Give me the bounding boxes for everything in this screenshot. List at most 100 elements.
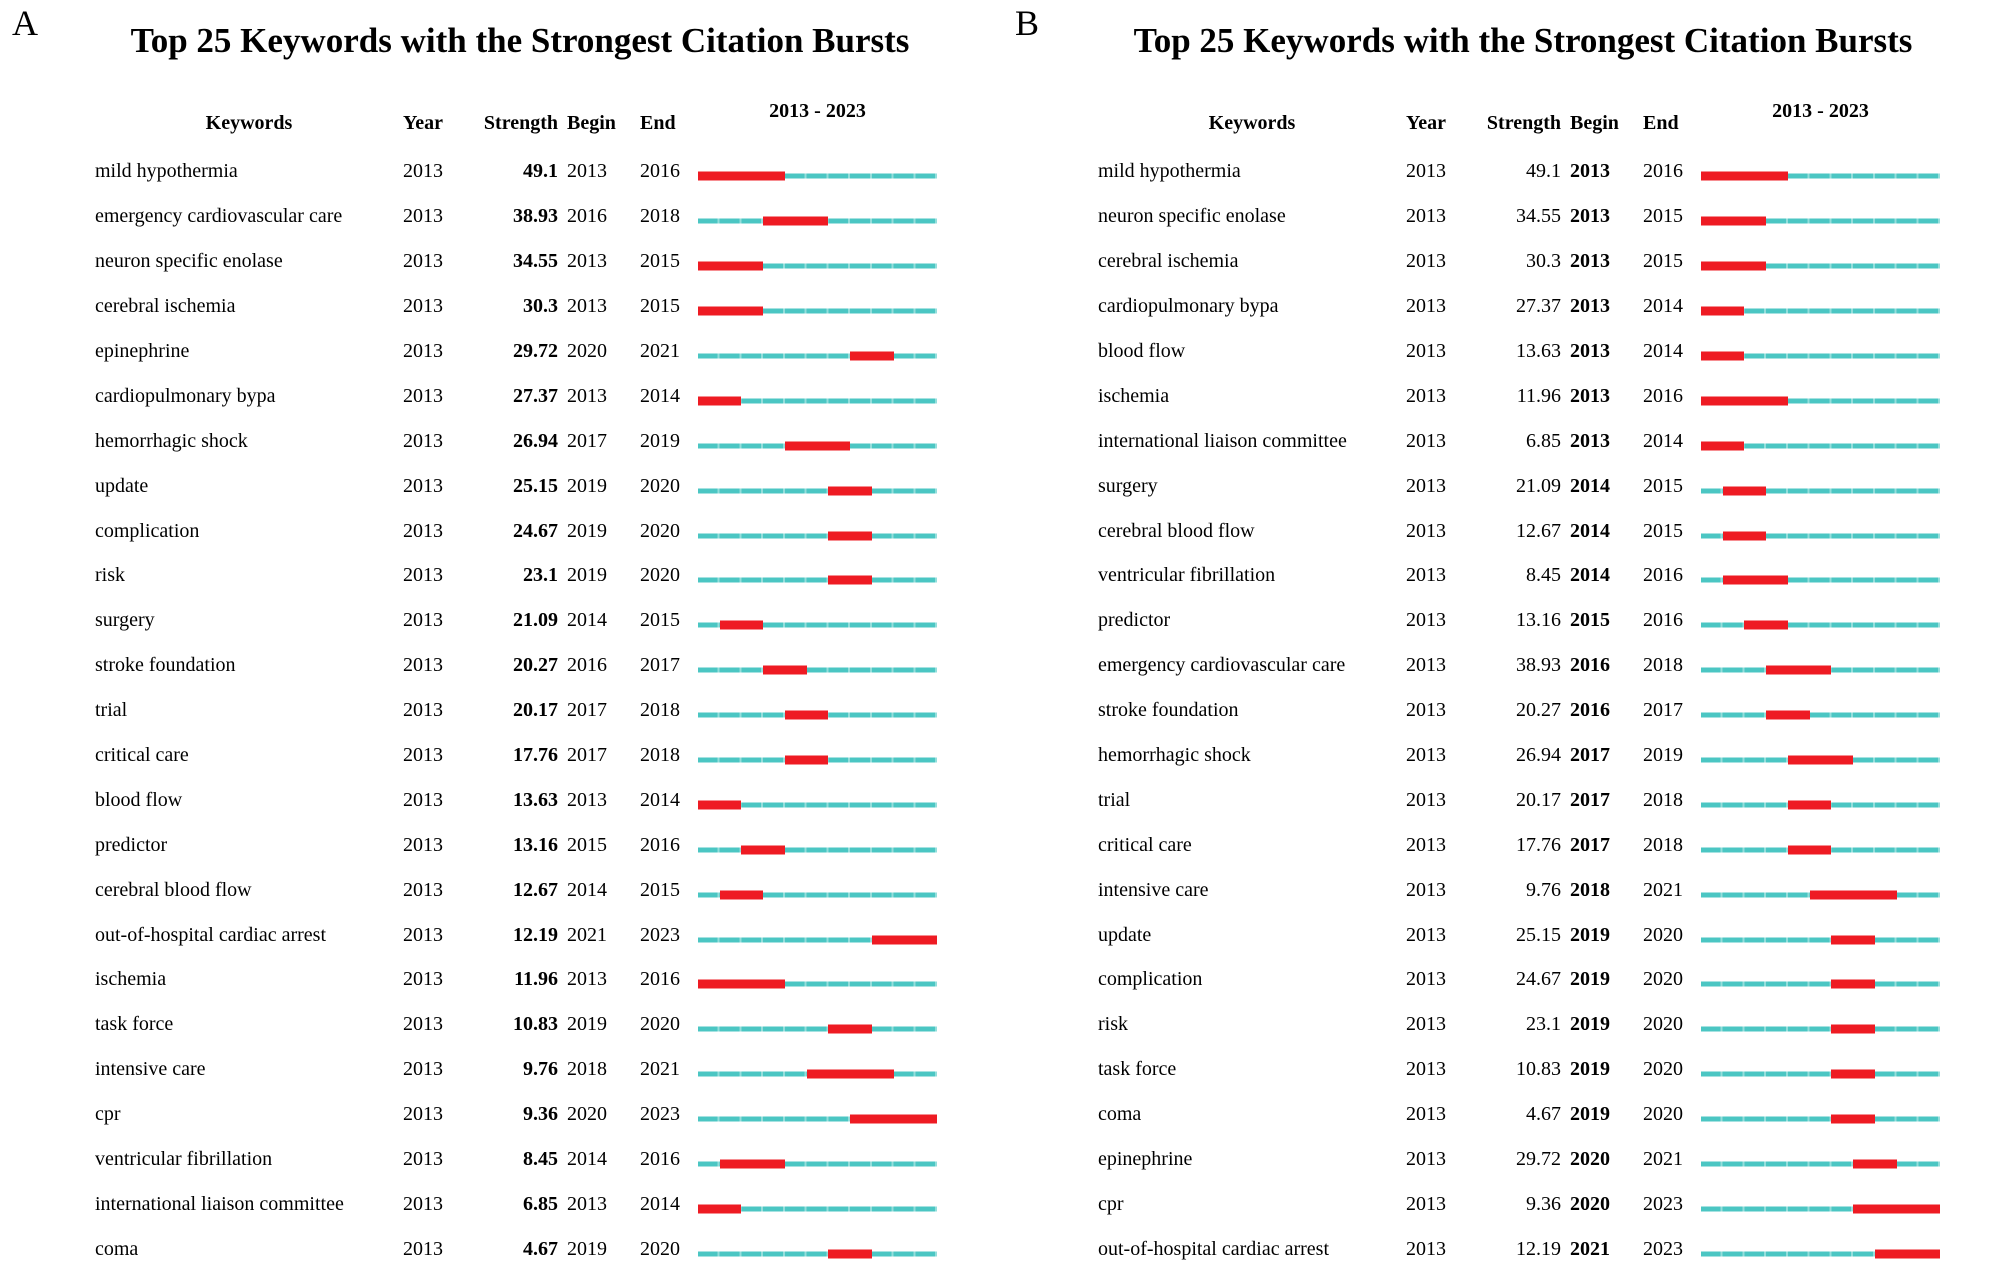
cell-begin: 2019 — [567, 474, 607, 497]
cell-end: 2016 — [1643, 609, 1683, 632]
burst-bar — [1701, 216, 1767, 226]
burst-timeline — [1701, 508, 1940, 553]
cell-begin: 2017 — [1570, 833, 1610, 856]
burst-bar — [1831, 1024, 1875, 1034]
timeline-line — [698, 263, 937, 269]
cell-keyword: mild hypothermia — [1098, 160, 1241, 183]
burst-bar — [1722, 486, 1767, 496]
burst-bar — [1831, 1069, 1875, 1079]
cell-strength: 9.36 — [1526, 1192, 1561, 1215]
burst-timeline — [698, 463, 937, 508]
cell-end: 2023 — [1643, 1237, 1683, 1260]
burst-timeline — [1701, 373, 1940, 418]
panel-b-title: Top 25 Keywords with the Strongest Citat… — [1133, 21, 1913, 60]
cell-year: 2013 — [403, 205, 443, 228]
table-row: international liaison committee 2013 6.85 2… — [0, 1181, 1000, 1226]
timeline-line — [698, 981, 937, 987]
cell-keyword: trial — [1098, 788, 1131, 811]
burst-timeline — [1701, 957, 1940, 1002]
burst-bar — [1853, 1204, 1940, 1214]
burst-timeline — [698, 598, 937, 643]
cell-year: 2013 — [1406, 699, 1446, 722]
cell-keyword: international liaison committee — [95, 1192, 344, 1215]
timeline-line — [1701, 1206, 1940, 1212]
cell-keyword: international liaison committee — [1098, 429, 1347, 452]
cell-end: 2014 — [640, 1192, 680, 1215]
col-header-begin: Begin — [1570, 112, 1619, 134]
cell-year: 2013 — [403, 160, 443, 183]
cell-keyword: complication — [1098, 968, 1203, 991]
cell-strength: 11.96 — [514, 968, 558, 991]
timeline-line — [1701, 1026, 1940, 1032]
timeline-line — [698, 308, 937, 314]
cell-end: 2016 — [640, 160, 680, 183]
cell-keyword: stroke foundation — [95, 654, 236, 677]
cell-strength: 49.1 — [1526, 160, 1561, 183]
col-header-year: Year — [1406, 112, 1446, 134]
cell-keyword: hemorrhagic shock — [1098, 744, 1251, 767]
cell-strength: 23.1 — [523, 564, 558, 587]
cell-strength: 24.67 — [513, 519, 558, 542]
timeline-line — [1701, 173, 1940, 179]
cell-year: 2013 — [1406, 833, 1446, 856]
cell-end: 2020 — [640, 474, 680, 497]
cell-begin: 2013 — [567, 1192, 607, 1215]
timeline-line — [698, 847, 937, 853]
cell-begin: 2013 — [1570, 429, 1610, 452]
cell-strength: 4.67 — [1526, 1103, 1561, 1126]
table-row: ischemia 2013 11.96 2013 2016 — [1003, 373, 2000, 418]
col-header-strength: Strength — [1486, 112, 1561, 134]
burst-timeline — [698, 1181, 937, 1226]
timeline-line — [698, 937, 937, 943]
cell-keyword: out-of-hospital cardiac arrest — [95, 923, 327, 946]
table-row: surgery 2013 21.09 2014 2015 — [0, 598, 1000, 643]
burst-bar — [1809, 890, 1897, 900]
cell-end: 2020 — [1643, 923, 1683, 946]
cell-year: 2013 — [403, 564, 443, 587]
cell-begin: 2014 — [1570, 474, 1610, 497]
burst-timeline — [698, 822, 937, 867]
cell-year: 2013 — [1406, 384, 1446, 407]
burst-timeline — [1701, 553, 1940, 598]
cell-year: 2013 — [1406, 1013, 1446, 1036]
cell-year: 2013 — [403, 250, 443, 273]
cell-end: 2020 — [1643, 1103, 1683, 1126]
cell-strength: 25.15 — [513, 474, 558, 497]
cell-year: 2013 — [403, 474, 443, 497]
cell-year: 2013 — [1406, 205, 1446, 228]
timeline-line — [698, 802, 937, 808]
table-row: trial 2013 20.17 2017 2018 — [1003, 777, 2000, 822]
cell-strength: 13.63 — [1516, 340, 1561, 362]
burst-timeline — [698, 733, 937, 778]
cell-end: 2021 — [640, 340, 680, 362]
table-row: critical care 2013 17.76 2017 2018 — [0, 733, 1000, 778]
table-row: risk 2013 23.1 2019 2020 — [0, 553, 1000, 598]
table-row: epinephrine 2013 29.72 2020 2021 — [1003, 1137, 2000, 1182]
burst-timeline — [698, 957, 937, 1002]
timeline-line — [1701, 443, 1940, 449]
cell-strength: 29.72 — [1516, 1148, 1561, 1171]
burst-timeline — [1701, 329, 1940, 374]
burst-timeline — [698, 1047, 937, 1092]
cell-begin: 2020 — [567, 340, 607, 362]
cell-keyword: coma — [1098, 1103, 1142, 1126]
cell-end: 2015 — [1643, 205, 1683, 228]
cell-end: 2021 — [1643, 878, 1683, 901]
cell-year: 2013 — [1406, 250, 1446, 273]
cell-end: 2014 — [640, 384, 680, 407]
cell-year: 2013 — [403, 744, 443, 767]
cell-year: 2013 — [1406, 160, 1446, 183]
cell-strength: 12.19 — [1516, 1237, 1561, 1260]
burst-bar — [719, 890, 764, 900]
burst-timeline — [1701, 822, 1940, 867]
cell-strength: 20.17 — [513, 699, 558, 722]
cell-keyword: blood flow — [1098, 340, 1186, 362]
cell-keyword: epinephrine — [1098, 1148, 1193, 1171]
cell-begin: 2014 — [567, 878, 607, 901]
cell-keyword: surgery — [95, 609, 155, 632]
table-row: ventricular fibrillation 2013 8.45 2014 2016 — [1003, 553, 2000, 598]
cell-end: 2015 — [640, 878, 680, 901]
cell-begin: 2019 — [567, 519, 607, 542]
timeline-line — [1701, 577, 1940, 583]
burst-timeline — [1701, 418, 1940, 463]
